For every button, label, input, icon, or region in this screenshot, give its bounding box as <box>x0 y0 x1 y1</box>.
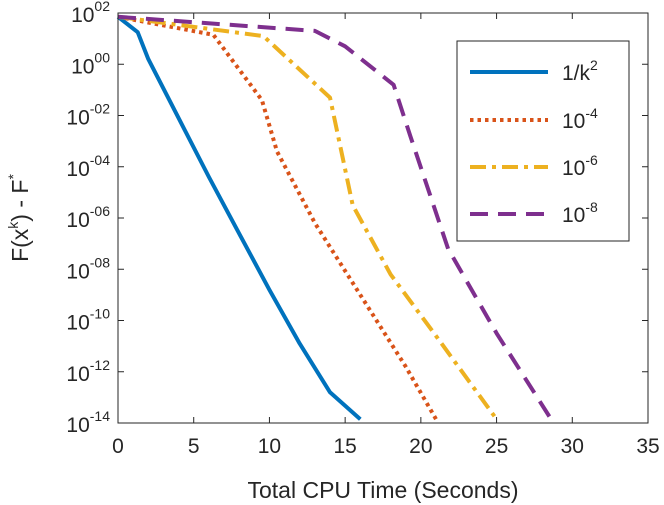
x-tick-label: 5 <box>188 435 200 458</box>
y-tick-label: 1000 <box>71 49 110 78</box>
y-tick-exp: -08 <box>90 254 110 270</box>
y-tick-exp: -10 <box>90 306 110 322</box>
legend-label-2: 10-6 <box>562 152 598 180</box>
y-tick-base: 10 <box>66 414 89 437</box>
y-tick-exp: -04 <box>90 152 110 168</box>
legend-label-base: 10 <box>562 157 585 180</box>
y-tick-exp: -14 <box>90 408 110 424</box>
y-tick-label: 10-04 <box>66 152 110 181</box>
series-line-0 <box>116 15 362 421</box>
y-tick-label: 1002 <box>71 0 110 27</box>
y-tick-exp: -02 <box>90 101 110 117</box>
y-tick-label: 10-06 <box>66 203 110 232</box>
y-tick-exp: -12 <box>90 357 110 373</box>
series-line-2 <box>117 14 499 421</box>
x-tick-label: 30 <box>561 435 584 458</box>
legend-label-exp: -4 <box>585 105 598 121</box>
y-tick-base: 10 <box>71 55 94 78</box>
y-tick-base: 10 <box>66 312 89 335</box>
legend-label-exp: -8 <box>585 199 598 215</box>
x-tick-label: 35 <box>636 435 659 458</box>
y-tick-base: 10 <box>66 107 89 130</box>
y-tick-exp: 00 <box>94 49 110 65</box>
y-tick-exp: -06 <box>90 203 110 219</box>
x-axis-label: Total CPU Time (Seconds) <box>248 477 519 503</box>
series-layer <box>116 14 553 421</box>
legend-label-exp: -6 <box>585 152 598 168</box>
series-line-1 <box>117 14 438 421</box>
x-tick-label: 25 <box>485 435 508 458</box>
legend-label-3: 10-8 <box>562 199 598 227</box>
legend-label-exp: 2 <box>590 57 598 73</box>
y-tick-base: 10 <box>66 209 89 232</box>
x-axis-ticks: 0 5 10 15 20 25 30 35 <box>112 13 660 458</box>
legend-label-base: 1/k <box>562 62 591 85</box>
legend-label-base: 10 <box>562 110 585 133</box>
y-tick-base: 10 <box>66 363 89 386</box>
y-tick-exp: 02 <box>94 0 110 14</box>
y-tick-base: 10 <box>71 4 94 27</box>
legend-label-0: 1/k2 <box>562 57 598 85</box>
x-tick-label: 10 <box>258 435 281 458</box>
y-tick-label: 10-14 <box>66 408 110 437</box>
y-tick-label: 10-02 <box>66 101 110 130</box>
y-tick-label: 10-10 <box>66 306 110 335</box>
y-axis-ticks: 1002100010-0210-0410-0610-0810-1010-1210… <box>66 0 648 437</box>
legend-label-base: 10 <box>562 204 585 227</box>
plot-frame <box>117 12 649 424</box>
y-tick-label: 10-12 <box>66 357 110 386</box>
y-tick-label: 10-08 <box>66 254 110 283</box>
y-tick-base: 10 <box>66 158 89 181</box>
x-tick-label: 0 <box>112 435 124 458</box>
y-axis-label: F(xk) - F* <box>5 174 33 262</box>
x-tick-label: 20 <box>409 435 432 458</box>
legend-label-1: 10-4 <box>562 105 598 133</box>
y-tick-base: 10 <box>66 260 89 283</box>
legend-box <box>456 40 630 242</box>
series-line-3 <box>117 14 553 421</box>
x-tick-label: 15 <box>333 435 356 458</box>
